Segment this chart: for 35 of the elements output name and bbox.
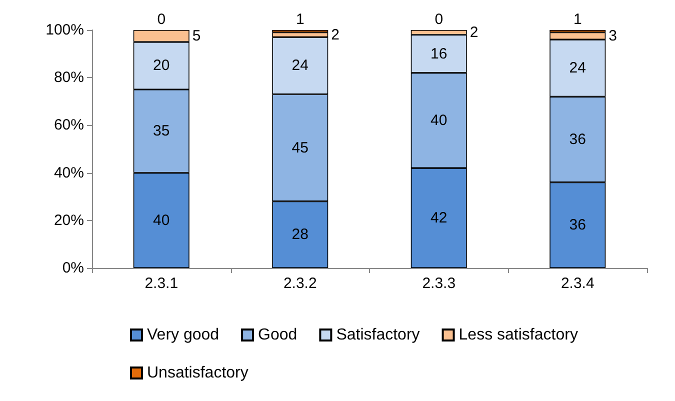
data-label: 36 [569, 130, 586, 148]
data-label: 24 [569, 60, 586, 77]
x-tick-label: 2.3.2 [283, 275, 317, 292]
data-label: 3 [608, 27, 617, 44]
y-tick-label: 0% [62, 260, 84, 276]
data-label: 40 [153, 212, 170, 229]
y-tick-label: 80% [54, 69, 84, 86]
data-label: 24 [292, 57, 308, 74]
x-tick-label: 2.3.4 [560, 275, 594, 292]
data-label: 2 [331, 26, 340, 44]
data-label: 2 [470, 24, 478, 41]
legend-label: Unsatisfactory [147, 364, 248, 382]
data-label: 36 [569, 216, 586, 234]
legend-label: Good [258, 326, 298, 344]
y-tick-label: 40% [54, 164, 84, 182]
data-label: 28 [292, 226, 308, 244]
data-label: 0 [434, 11, 444, 28]
data-label: 42 [430, 210, 448, 227]
data-label: 0 [157, 11, 166, 28]
x-tick-label: 2.3.1 [144, 275, 178, 292]
data-label: 40 [430, 112, 448, 129]
data-label: 35 [153, 122, 170, 140]
x-tick-label: 2.3.3 [422, 275, 456, 292]
data-label: 20 [153, 57, 170, 74]
data-label: 16 [430, 45, 448, 62]
data-label: 1 [296, 11, 304, 28]
data-label: 1 [573, 11, 582, 28]
data-label: 45 [292, 139, 308, 156]
y-tick-label: 60% [54, 116, 84, 134]
y-tick-label: 100% [46, 22, 84, 38]
legend-label: Less satisfactory [458, 326, 578, 344]
y-tick-label: 20% [54, 212, 84, 229]
data-label: 5 [192, 27, 201, 44]
legend-label: Very good [147, 326, 220, 344]
legend-label: Satisfactory [336, 326, 420, 344]
